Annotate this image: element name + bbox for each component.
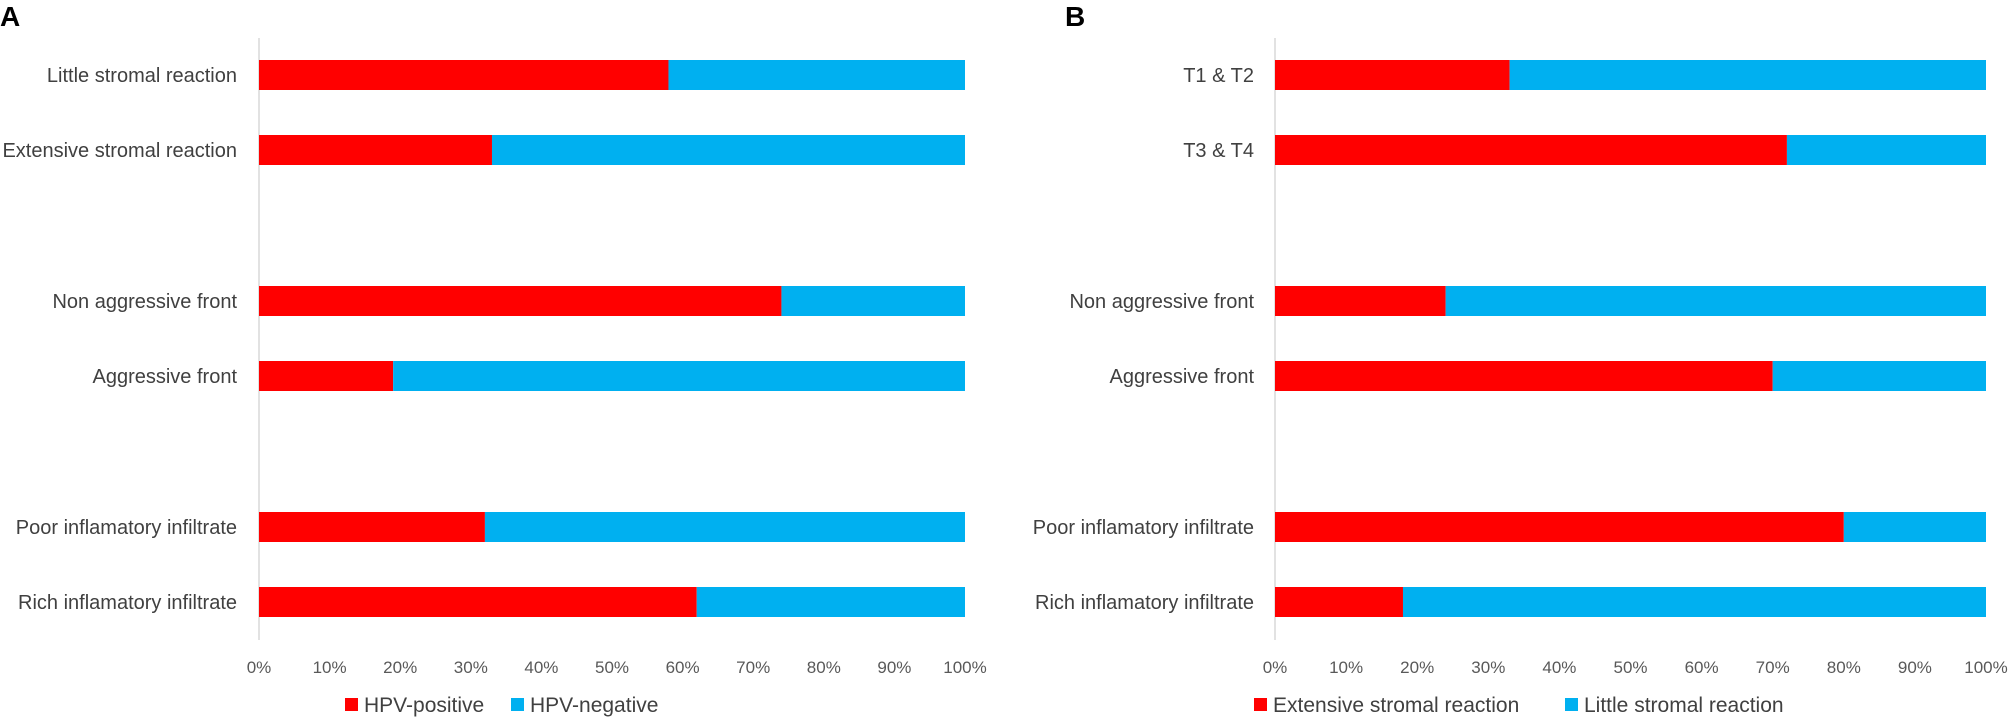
panel-a-x-tick-label: 70% xyxy=(736,658,770,677)
panel-a-letter: A xyxy=(0,1,20,32)
panel-b-bar-series2-5 xyxy=(1402,587,1986,617)
panel-b-category-label: T3 & T4 xyxy=(1183,140,1254,162)
panel-b-legend-label: Extensive stromal reaction xyxy=(1273,694,1519,717)
panel-a-x-tick-label: 20% xyxy=(383,658,417,677)
panel-b-x-tick-label: 80% xyxy=(1827,658,1861,677)
panel-b-bar-series1-5 xyxy=(1275,587,1403,617)
panel-a-legend-label: HPV-negative xyxy=(530,694,658,717)
panel-a-bar-series1-4 xyxy=(259,512,485,542)
panel-a-bar-series2-0 xyxy=(668,60,965,90)
panel-a-bar-series2-4 xyxy=(484,512,965,542)
panel-a: A Little stromal reaction Extensive stroma… xyxy=(0,1,987,717)
panel-b-bar-series1-2 xyxy=(1275,286,1446,316)
panel-a-bar-series1-5 xyxy=(259,587,697,617)
panel-b-category-label: Non aggressive front xyxy=(1069,291,1254,313)
panel-b-x-tick-label: 20% xyxy=(1400,658,1434,677)
panel-a-bar-series2-1 xyxy=(491,135,965,165)
panel-b-bar-series1-4 xyxy=(1275,512,1844,542)
panel-a-category-label: Little stromal reaction xyxy=(47,65,237,87)
panel-b-x-tick-label: 60% xyxy=(1685,658,1719,677)
panel-a-category-label: Non aggressive front xyxy=(52,291,237,313)
panel-a-bar-series1-0 xyxy=(259,60,669,90)
panel-a-category-label: Poor inflamatory infiltrate xyxy=(16,517,237,539)
panel-b-legend-swatch xyxy=(1565,698,1578,711)
panel-a-bar-series1-2 xyxy=(259,286,782,316)
panel-b-category-label: Aggressive front xyxy=(1109,366,1254,388)
panel-a-category-label: Extensive stromal reaction xyxy=(2,140,237,162)
panel-b-bar-series1-1 xyxy=(1275,135,1787,165)
panel-a-legend-label: HPV-positive xyxy=(364,694,484,717)
panel-b-legend-swatch xyxy=(1254,698,1267,711)
panel-a-legend-swatch xyxy=(345,698,358,711)
panel-a-bar-series2-3 xyxy=(393,361,965,391)
panel-b-x-tick-label: 30% xyxy=(1471,658,1505,677)
panel-a-x-tick-label: 30% xyxy=(454,658,488,677)
panel-b-category-label: Poor inflamatory infiltrate xyxy=(1033,517,1254,539)
panel-a-x-tick-label: 100% xyxy=(943,658,986,677)
panel-a-x-tick-label: 60% xyxy=(666,658,700,677)
panel-a-x-tick-label: 40% xyxy=(524,658,558,677)
panel-a-bar-series1-3 xyxy=(259,361,394,391)
panel-b-x-tick-label: 10% xyxy=(1329,658,1363,677)
panel-b-x-tick-label: 90% xyxy=(1898,658,1932,677)
panel-b-x-tick-label: 40% xyxy=(1542,658,1576,677)
panel-b-category-label: T1 & T2 xyxy=(1183,65,1254,87)
panel-b-legend-label: Little stromal reaction xyxy=(1584,694,1784,717)
panel-b-bar-series2-4 xyxy=(1843,512,1986,542)
panel-a-x-tick-label: 10% xyxy=(313,658,347,677)
panel-b-bar-series2-3 xyxy=(1772,361,1986,391)
panel-b-category-label: Rich inflamatory infiltrate xyxy=(1035,592,1254,614)
panel-b-letter: B xyxy=(1065,1,1085,32)
panel-a-bar-series2-5 xyxy=(696,587,965,617)
panel-a-bar-series1-1 xyxy=(259,135,492,165)
panel-a-x-tick-label: 90% xyxy=(877,658,911,677)
panel-a-category-label: Aggressive front xyxy=(92,366,237,388)
panel-b-x-tick-label: 70% xyxy=(1756,658,1790,677)
panel-a-legend-swatch xyxy=(511,698,524,711)
panel-a-x-tick-label: 0% xyxy=(247,658,272,677)
panel-b-bar-series1-0 xyxy=(1275,60,1510,90)
panel-a-x-tick-label: 50% xyxy=(595,658,629,677)
panel-a-bar-series2-2 xyxy=(781,286,965,316)
panel-b-x-tick-label: 0% xyxy=(1263,658,1288,677)
panel-b-bar-series2-1 xyxy=(1786,135,1986,165)
panel-b-x-tick-label: 50% xyxy=(1613,658,1647,677)
panel-b-bar-series2-2 xyxy=(1445,286,1986,316)
panel-a-category-label: Rich inflamatory infiltrate xyxy=(18,592,237,614)
panel-b-bar-series1-3 xyxy=(1275,361,1773,391)
panel-b: B T1 & T2 T3 & T4 Non aggressive front Aggre… xyxy=(1033,1,2008,717)
panel-a-x-tick-label: 80% xyxy=(807,658,841,677)
panel-b-bar-series2-0 xyxy=(1509,60,1986,90)
panel-b-x-tick-label: 100% xyxy=(1964,658,2007,677)
